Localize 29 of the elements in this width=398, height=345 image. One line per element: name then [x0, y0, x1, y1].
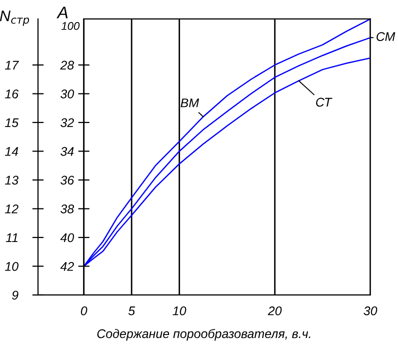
y2-tick-label: 32 [60, 118, 74, 128]
series-label: ВМ [180, 98, 200, 108]
y-tick-label: 13 [4, 176, 18, 185]
y2-tick-label: 34 [60, 147, 74, 156]
y-tick-label: 9 [12, 290, 18, 300]
x-tick-label: 5 [128, 306, 136, 316]
y2-tick-label: 28 [60, 60, 74, 70]
annotation: 100 [61, 22, 80, 30]
y-tick-label: 10 [4, 262, 18, 271]
x-tick-label: 0 [80, 306, 88, 316]
y2-tick-label: 38 [60, 204, 74, 214]
x-tick-label: 20 [268, 306, 282, 316]
y-tick-label: 12 [4, 204, 18, 214]
y-tick-label: 17 [4, 60, 19, 70]
y2-tick-label: 36 [60, 176, 74, 185]
y2-axis-title: A [56, 6, 68, 18]
y-tick-label: 16 [4, 90, 19, 98]
x-tick-label: 30 [364, 306, 378, 316]
x-axis-title: Содержание порообразователя, в.ч. [97, 328, 310, 341]
x-tick-label: 10 [172, 306, 186, 316]
y-axis-title: N$_{стр}$ [0, 10, 30, 26]
y-tick-label: 11 [6, 233, 18, 242]
y-tick-label: 15 [4, 118, 19, 128]
y-tick-label: 14 [4, 147, 18, 156]
series-label: СМ [376, 32, 396, 42]
series-label: СТ [316, 98, 332, 107]
y2-tick-label: 40 [60, 233, 74, 242]
y2-tick-label: 30 [60, 90, 74, 98]
y2-tick-label: 42 [60, 262, 74, 271]
